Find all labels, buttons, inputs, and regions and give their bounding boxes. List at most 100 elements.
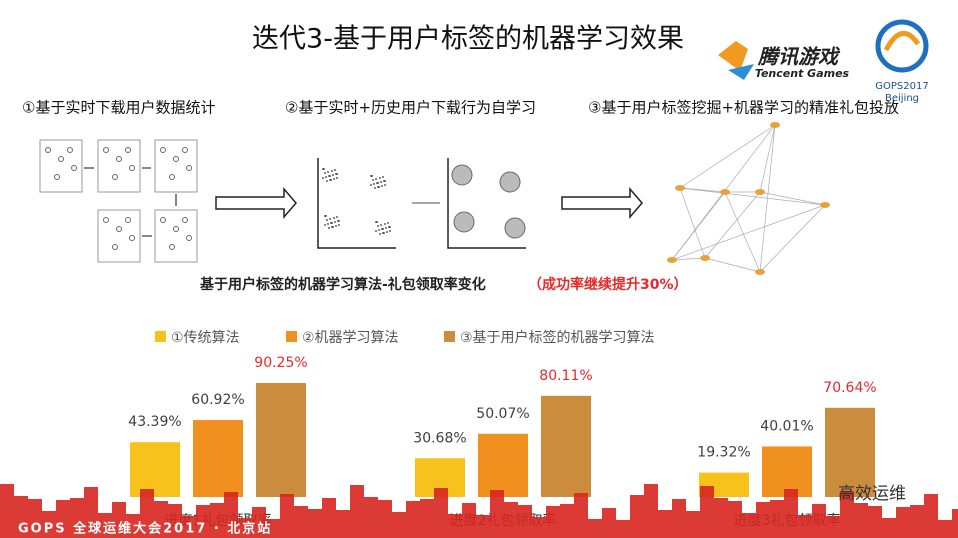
dot xyxy=(327,223,329,225)
node xyxy=(182,217,188,223)
edge xyxy=(759,191,826,206)
dot xyxy=(377,182,379,184)
dot xyxy=(336,177,338,179)
node xyxy=(169,174,175,180)
dot xyxy=(334,169,336,171)
dot xyxy=(385,227,387,229)
footer-text: GOPS 全球运维大会2017 · 北京站 xyxy=(18,521,272,537)
node xyxy=(182,147,188,153)
chart-title: 基于用户标签的机器学习算法-礼包领取率变化 xyxy=(200,276,486,293)
gops-logo xyxy=(883,31,921,52)
dot xyxy=(336,173,338,175)
dot xyxy=(332,174,334,176)
dot xyxy=(380,181,382,183)
value-label: 40.01% xyxy=(760,418,813,434)
bar xyxy=(762,446,812,497)
dot xyxy=(376,221,378,223)
dot xyxy=(389,230,391,232)
node xyxy=(160,217,166,223)
dot xyxy=(323,168,325,170)
dot xyxy=(326,180,328,182)
edge xyxy=(679,124,776,189)
dot xyxy=(372,179,374,181)
dot xyxy=(331,222,333,224)
node xyxy=(112,174,118,180)
node xyxy=(125,147,131,153)
dot xyxy=(335,225,337,227)
event-city: Beijing xyxy=(885,93,919,104)
cluster xyxy=(453,211,475,233)
dot xyxy=(373,183,375,185)
node xyxy=(54,174,60,180)
logo-icon xyxy=(728,64,754,80)
dot xyxy=(371,175,373,177)
bar xyxy=(130,442,180,497)
gops-logo xyxy=(875,19,929,73)
graph-node xyxy=(770,122,780,128)
illustrations xyxy=(39,122,830,275)
axes xyxy=(447,158,526,249)
dot xyxy=(326,219,328,221)
bar xyxy=(193,420,243,497)
big-arrow xyxy=(561,186,643,220)
logo-text: 腾讯游戏 xyxy=(757,45,841,69)
node xyxy=(103,217,109,223)
step-label: ③基于用户标签挖掘+机器学习的精准礼包投放 xyxy=(588,99,899,117)
edge xyxy=(679,187,826,206)
dot xyxy=(333,178,335,180)
step-label: ①基于实时下载用户数据统计 xyxy=(22,99,215,117)
dot xyxy=(325,176,327,178)
dot xyxy=(328,227,330,229)
node xyxy=(45,147,51,153)
legend-label: ②机器学习算法 xyxy=(302,330,399,346)
cluster xyxy=(499,171,521,193)
edge xyxy=(704,191,761,259)
graph-node xyxy=(755,269,765,275)
dot xyxy=(383,232,385,234)
slide-title: 迭代3-基于用户标签的机器学习效果 xyxy=(252,24,684,55)
dot xyxy=(330,179,332,181)
dot xyxy=(377,225,379,227)
edge xyxy=(759,124,776,193)
dot xyxy=(375,230,377,232)
node xyxy=(186,235,192,241)
dot xyxy=(332,226,334,228)
node xyxy=(67,147,73,153)
dot xyxy=(386,231,388,233)
dot xyxy=(325,215,327,217)
node xyxy=(71,165,77,171)
watermark: 高效运维 xyxy=(838,484,906,504)
legend-swatch xyxy=(444,331,455,342)
dot xyxy=(384,180,386,182)
dot xyxy=(379,233,381,235)
cluster xyxy=(451,164,473,186)
dot xyxy=(380,224,382,226)
edge xyxy=(671,191,726,261)
footer: GOPS 全球运维大会2017 · 北京站 高效运维 xyxy=(0,484,958,538)
dot xyxy=(378,186,380,188)
node xyxy=(186,165,192,171)
dot xyxy=(378,229,380,231)
dot xyxy=(324,172,326,174)
edge xyxy=(704,257,761,273)
node xyxy=(173,226,179,232)
node xyxy=(116,156,122,162)
step-label: ②基于实时+历史用户下载行为自学习 xyxy=(285,99,536,117)
dot xyxy=(324,224,326,226)
value-label: 30.68% xyxy=(413,430,466,446)
node xyxy=(129,235,135,241)
dot xyxy=(384,184,386,186)
value-label: 90.25% xyxy=(254,355,307,371)
graph-node xyxy=(667,257,677,263)
node xyxy=(129,165,135,171)
legend-label: ①传统算法 xyxy=(171,330,240,346)
dot xyxy=(389,226,391,228)
dot xyxy=(381,185,383,187)
edge xyxy=(759,204,826,273)
dot xyxy=(382,228,384,230)
edge xyxy=(671,204,826,261)
axes xyxy=(317,158,396,249)
value-label: 43.39% xyxy=(128,414,181,430)
dot xyxy=(329,218,331,220)
dot xyxy=(322,177,324,179)
